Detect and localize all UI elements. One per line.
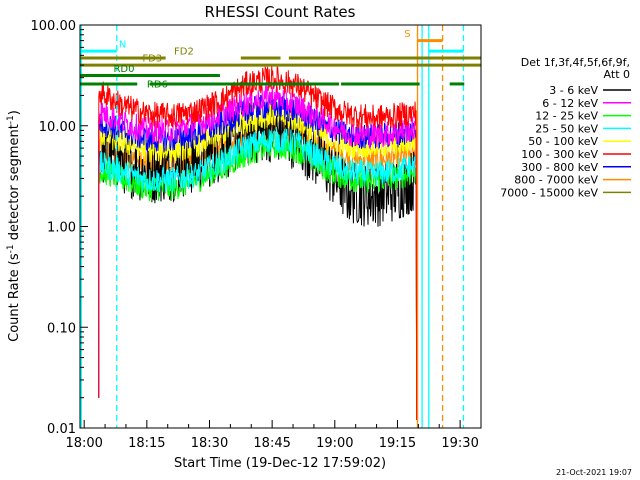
legend-label: 12 - 25 keV [535,110,598,123]
flag-label: FD3 [142,54,162,65]
legend-title-line: Det 1f,3f,4f,5f,6f,9f, [521,56,630,69]
legend-label: 6 - 12 keV [542,97,598,110]
y-tick-label: 10.00 [39,120,76,135]
flag-label: RD6 [147,79,168,90]
legend-label: 7000 - 15000 keV [500,186,598,199]
timestamp: 21-Oct-2021 19:07 [556,468,632,477]
y-tick-label: 1.00 [47,221,76,236]
x-axis-label: Start Time (19-Dec-12 17:59:02) [174,456,386,471]
x-tick-label: 18:15 [128,436,165,451]
y-tick-label: 0.01 [47,422,76,437]
flag-label: RD0 [113,64,134,75]
y-axis-label: Count Rate (s-1 detector segment-1) [6,110,22,342]
legend-label: 100 - 300 keV [521,148,598,161]
x-axis: 18:00 18:15 18:30 18:45 19:00 19:15 19:30 [65,420,482,451]
legend-label: 300 - 800 keV [521,161,598,174]
series-line [98,85,418,421]
x-tick-label: 18:00 [65,436,102,451]
x-tick-label: 19:00 [316,436,353,451]
x-tick-label: 19:30 [441,436,478,451]
annotation-layer: N S FD2 FD3 RD0 RD6 [80,25,481,428]
legend-label: 50 - 100 keV [528,135,598,148]
series-line [98,133,418,421]
legend: Det 1f,3f,4f,5f,6f,9f, Att 0 3 - 6 keV6 … [500,56,631,199]
flag-label: S [404,29,410,40]
flag-label: FD2 [174,47,194,58]
flag-label: N [119,40,126,51]
y-tick-label: 0.10 [47,321,76,336]
series-line [98,102,418,421]
legend-label: 25 - 50 keV [535,122,598,135]
legend-title-line: Att 0 [604,68,630,81]
x-tick-label: 18:30 [191,436,228,451]
legend-label: 800 - 7000 keV [514,174,598,187]
x-tick-label: 19:15 [379,436,416,451]
series-line [98,126,418,421]
x-tick-label: 18:45 [253,436,290,451]
series-line [98,65,418,421]
chart-title: RHESSI Count Rates [205,3,356,21]
y-tick-label: 100.00 [31,19,77,34]
series-layer [98,65,418,421]
y-axis: 100.00 10.00 1.00 0.10 0.01 [31,19,88,437]
legend-label: 3 - 6 keV [549,84,598,97]
